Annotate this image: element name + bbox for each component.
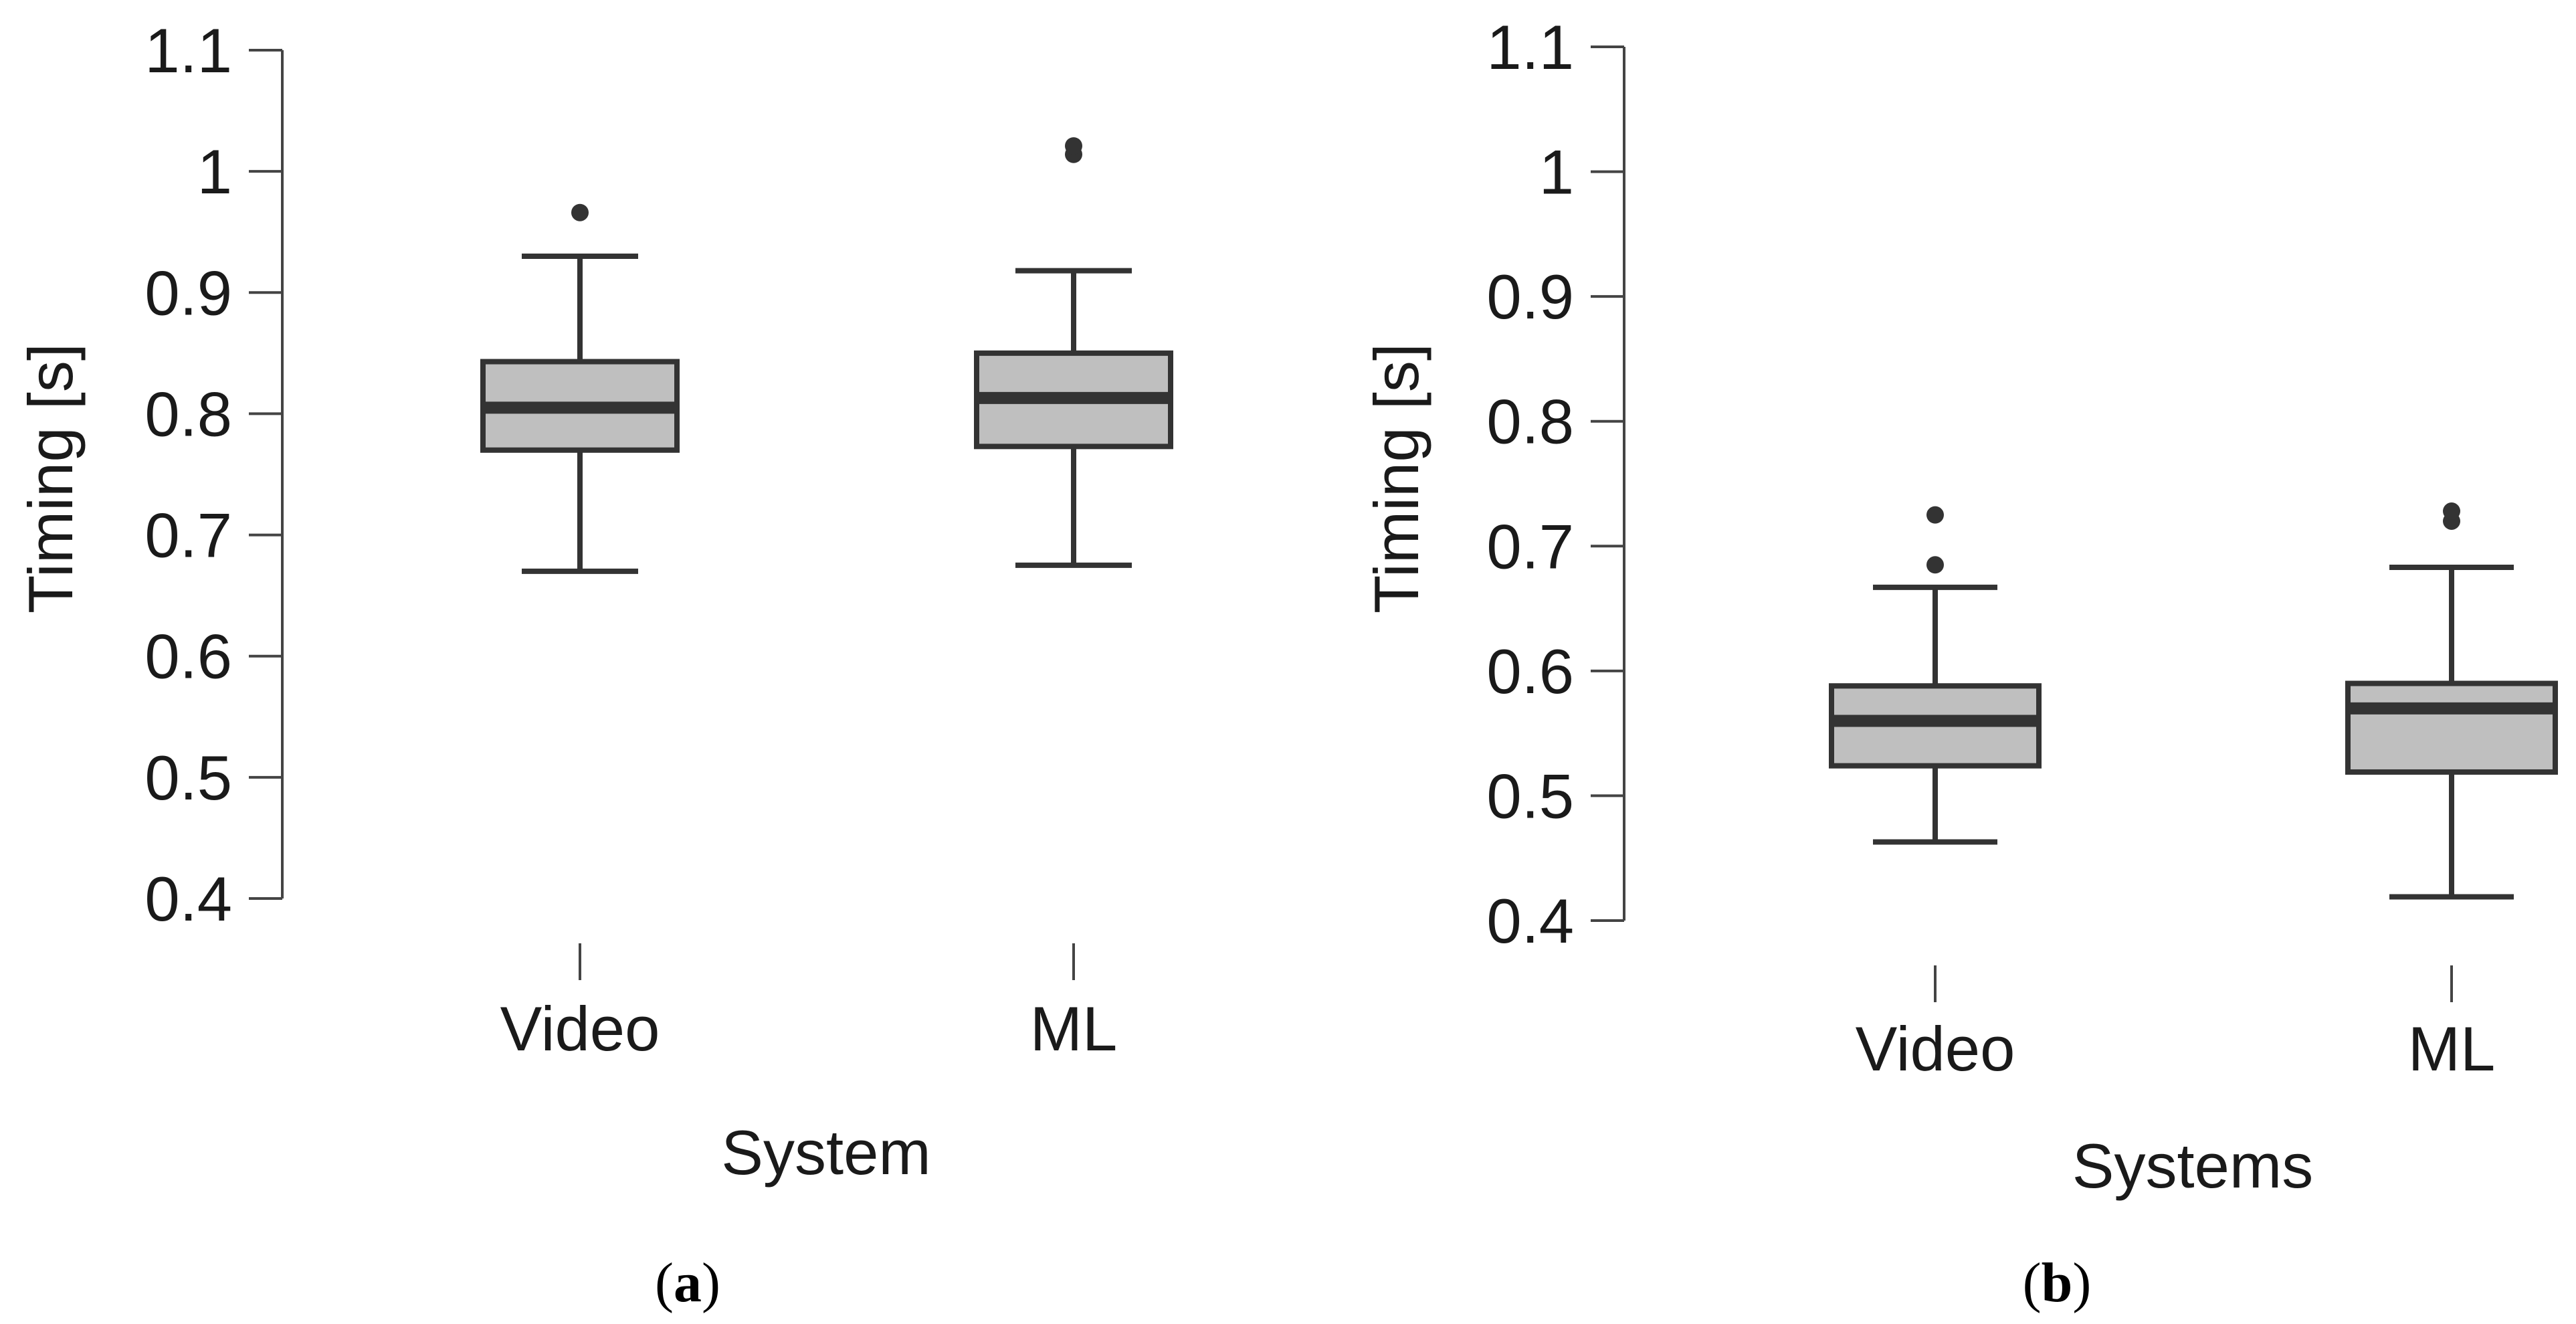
panel-a-label-letter: a [674,1252,702,1314]
panel-b-y-tick-label: 0.6 [1486,636,1574,706]
panel-b-y-tick-label: 0.8 [1486,387,1574,457]
panel-b-x-tick-label: ML [2408,1014,2496,1084]
panel-a-y-tick-label: 0.6 [144,622,232,692]
panel-a-box-video [480,203,680,574]
panel-b-x-tick-label: Video [1856,1014,2015,1084]
panel-b-y-tick-label: 0.9 [1486,262,1574,332]
panel-b-box-video [1829,506,2042,845]
panel-a-marks [480,137,1173,574]
panel-a-box-ml [974,137,1173,568]
outlier-point [1926,506,1944,524]
panel-a-x-tick-label: ML [1030,994,1118,1064]
panel-b-y-axis: 0.4 0.5 0.6 0.7 0.8 0.9 1 1.1 Video ML [1486,12,2495,1084]
panel-b-box-ml [2345,502,2558,900]
panel-b-y-tick-label: 0.4 [1486,886,1574,956]
panel-a-y-tick-label: 1 [197,136,232,207]
panel-b-x-axis-title: Systems [2072,1131,2313,1201]
panel-b-y-tick-label: 1.1 [1486,12,1574,82]
panel-a-y-tick-label: 0.9 [144,258,232,328]
outlier-point [571,203,589,221]
panel-b-marks [1829,502,2558,900]
panel-a-boxplot: 0.4 0.5 0.6 0.7 0.8 0.9 1 1.1 Video ML Timing [s]… [15,15,1173,1314]
panel-a-y-axis: 0.4 0.5 0.6 0.7 0.8 0.9 1 1.1 Video ML [144,15,1117,1064]
outlier-point [2443,502,2460,521]
panel-a-y-tick-label: 0.8 [144,379,232,449]
panel-b-boxplot: 0.4 0.5 0.6 0.7 0.8 0.9 1 1.1 Video ML Timing [s]… [1361,12,2558,1314]
iqr-box [2345,680,2558,775]
panel-b-y-axis-title: Timing [s] [1361,343,1431,613]
outlier-point [1926,556,1944,574]
panel-a-x-axis-title: System [721,1117,930,1188]
panel-b-label-letter: b [2042,1252,2073,1314]
panel-a-label: (a) [655,1252,720,1314]
panel-b-y-tick-label: 1 [1539,137,1574,207]
panel-b-y-tick-label: 0.7 [1486,511,1574,581]
panel-a-y-tick-label: 0.4 [144,864,232,934]
panel-a-y-axis-title: Timing [s] [15,343,86,613]
panel-a-y-tick-label: 0.5 [144,743,232,813]
panel-b-y-tick-label: 0.5 [1486,761,1574,831]
panel-a-y-tick-label: 1.1 [144,15,232,86]
panel-b-label: (b) [2023,1252,2092,1314]
panel-a-y-tick-label: 0.7 [144,500,232,571]
panel-a-x-tick-label: Video [500,994,660,1064]
outlier-point [1065,137,1082,155]
